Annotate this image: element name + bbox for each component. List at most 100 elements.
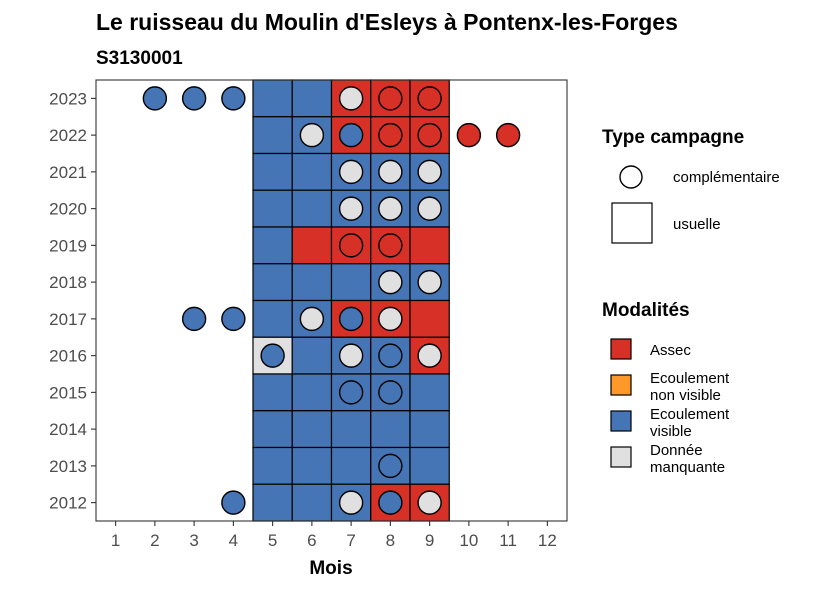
legend-modalite-key (610, 446, 632, 468)
chart-subtitle: S3130001 (96, 48, 183, 69)
legend-type-title: Type campagne (602, 127, 744, 148)
tile-2012-5 (252, 483, 293, 522)
point-2017-3 (181, 306, 207, 332)
x-tick-label: 4 (229, 531, 238, 550)
tile-2013-7 (330, 446, 372, 485)
x-tick-label: 3 (189, 531, 198, 550)
point-2022-6 (299, 122, 325, 148)
legend-modalite-key (610, 410, 632, 432)
legend-type-campagne: Type campagne complémentaire usuelle (602, 127, 780, 244)
x-tick-label: 6 (307, 531, 316, 550)
point-2017-7 (338, 306, 364, 332)
plot-area (95, 79, 568, 522)
point-2018-9 (417, 269, 442, 295)
point-2016-7 (338, 343, 364, 368)
point-2017-4 (221, 306, 246, 332)
x-tick-label: 1 (111, 531, 120, 550)
point-2012-7 (338, 490, 364, 515)
x-tick-label: 11 (499, 531, 517, 550)
tile-2017-9 (409, 299, 450, 338)
point-2016-8 (378, 343, 403, 368)
chart-title: Le ruisseau du Moulin d'Esleys à Pontenx… (96, 9, 678, 35)
point-2023-9 (417, 86, 442, 111)
tile-2019-9 (409, 226, 450, 265)
y-tick-label: 2019 (49, 236, 87, 255)
tile-2023-6 (291, 79, 333, 118)
tile-2013-6 (291, 446, 333, 485)
legend-usuelle-label: usuelle (673, 216, 721, 233)
y-tick-label: 2012 (49, 494, 87, 513)
legend-usuelle-key (611, 202, 653, 244)
tile-2016-8 (370, 336, 411, 375)
point-2012-8 (378, 490, 403, 515)
point-2016-5 (260, 343, 285, 368)
tile-2019-6 (291, 226, 333, 265)
x-tick-label: 12 (538, 531, 557, 550)
tile-2020-6 (291, 189, 333, 228)
tile-2018-5 (252, 263, 293, 302)
tile-2014-5 (252, 410, 293, 449)
point-2019-7 (338, 233, 364, 258)
point-2020-7 (338, 196, 364, 221)
point-2022-7 (338, 122, 364, 148)
y-tick-label: 2013 (49, 457, 87, 476)
tile-2014-7 (330, 410, 372, 449)
x-tick-label: 7 (346, 531, 355, 550)
tile-2015-6 (291, 373, 333, 412)
y-tick-label: 2021 (49, 163, 87, 182)
legend-complementaire-label: complémentaire (673, 169, 780, 186)
point-2021-9 (417, 159, 442, 185)
point-2018-8 (378, 269, 403, 295)
point-2023-7 (338, 86, 364, 111)
legend-complementaire-key (619, 165, 643, 189)
point-2015-8 (378, 380, 403, 405)
point-2023-4 (221, 86, 246, 111)
y-tick-label: 2015 (49, 383, 87, 402)
y-axis: 2012 2013 2014 2015 2016 2017 2018 2019 2020 2021… (49, 89, 96, 513)
point-2023-2 (142, 86, 168, 111)
x-tick-label: 9 (425, 531, 434, 550)
y-tick-label: 2020 (49, 200, 87, 219)
tile-2013-5 (252, 446, 293, 485)
point-2023-3 (181, 86, 207, 111)
x-axis: 1 2 3 4 5 6 7 8 9 10 11 12 (111, 521, 557, 550)
legend-modalites-title: Modalités (602, 300, 690, 321)
tile-2018-7 (330, 263, 372, 302)
point-2019-8 (378, 233, 403, 258)
y-tick-label: 2017 (49, 310, 87, 329)
tile-2014-6 (291, 410, 333, 449)
plot-border (95, 79, 568, 522)
y-tick-label: 2023 (49, 89, 87, 108)
tile-2019-5 (252, 226, 293, 265)
point-2022-8 (378, 122, 403, 148)
x-tick-label: 5 (268, 531, 277, 550)
point-2013-8 (378, 453, 403, 479)
tile-2012-6 (291, 483, 333, 522)
legend-modalite-label: visible (650, 423, 692, 440)
tile-2023-5 (252, 79, 293, 118)
tile-2013-9 (409, 446, 450, 485)
point-2017-6 (299, 306, 325, 332)
tile-2021-6 (291, 152, 333, 191)
point-2012-4 (221, 490, 246, 515)
point-2022-10 (456, 122, 482, 148)
tile-2015-9 (409, 373, 450, 412)
y-tick-label: 2014 (49, 420, 87, 439)
x-tick-label: 8 (386, 531, 395, 550)
point-2020-9 (417, 196, 442, 221)
y-tick-label: 2022 (49, 126, 87, 145)
point-2017-8 (378, 306, 403, 332)
x-tick-label: 10 (459, 531, 478, 550)
point-2023-8 (378, 86, 403, 111)
point-2021-8 (378, 159, 403, 185)
legend-modalite-key (610, 338, 632, 360)
point-2022-11 (495, 122, 521, 148)
point-2016-9 (417, 343, 442, 368)
tile-2014-9 (409, 410, 450, 449)
x-tick-label: 2 (150, 531, 159, 550)
y-tick-label: 2016 (49, 347, 87, 366)
tile-2015-5 (252, 373, 293, 412)
y-tick-label: 2018 (49, 273, 87, 292)
tile-2014-8 (370, 410, 411, 449)
